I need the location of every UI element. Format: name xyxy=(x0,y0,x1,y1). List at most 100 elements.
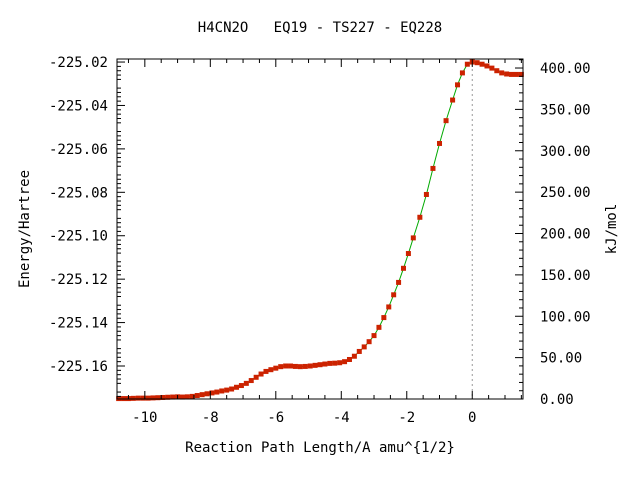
data-point xyxy=(327,360,333,366)
data-point xyxy=(405,251,411,257)
y2-tick-label: 150.00 xyxy=(540,268,591,284)
series-line xyxy=(118,61,522,400)
data-point xyxy=(489,65,495,71)
y-tick-label: -225.10 xyxy=(49,229,108,245)
data-point xyxy=(307,363,313,369)
data-point xyxy=(165,394,171,400)
data-point xyxy=(396,279,402,285)
y2-axis-label: kJ/mol xyxy=(604,204,620,255)
data-point xyxy=(253,374,259,380)
x-tick-label: -10 xyxy=(132,410,157,426)
y-tick-label: -225.06 xyxy=(49,142,108,158)
data-point xyxy=(494,68,500,74)
data-point xyxy=(184,394,190,400)
data-point xyxy=(423,191,429,197)
data-point xyxy=(268,367,274,373)
data-point xyxy=(170,394,176,400)
axis-ticks: -10 -8 -6 -4 -2 0 -225.02 -225.04 -225.06 -225.08… xyxy=(49,55,591,426)
data-point xyxy=(204,391,210,397)
data-point xyxy=(417,214,423,220)
data-point xyxy=(214,389,220,395)
data-point xyxy=(366,339,372,345)
data-point xyxy=(464,61,470,67)
data-point xyxy=(209,390,215,396)
data-point xyxy=(371,333,377,339)
data-point xyxy=(288,363,294,369)
y2-tick-label: 200.00 xyxy=(540,227,591,243)
chart-title: H4CN2O EQ19 - TS227 - EQ228 xyxy=(198,20,442,36)
data-point xyxy=(337,360,343,366)
data-point xyxy=(278,364,284,370)
data-point xyxy=(219,388,225,394)
data-point xyxy=(386,304,392,310)
data-point xyxy=(194,393,200,399)
data-point xyxy=(140,395,146,401)
data-point xyxy=(248,378,254,384)
data-point xyxy=(199,392,205,398)
data-point xyxy=(513,71,519,77)
data-point xyxy=(410,235,416,241)
data-point xyxy=(130,395,136,401)
data-point xyxy=(504,71,510,77)
y-axis-label: Energy/Hartree xyxy=(17,170,33,288)
y-tick-label: -225.16 xyxy=(49,359,108,375)
x-tick-label: -6 xyxy=(267,410,284,426)
plot-area xyxy=(116,59,524,402)
data-point xyxy=(518,71,524,77)
data-point xyxy=(443,118,449,124)
data-point xyxy=(450,97,456,103)
data-point xyxy=(243,380,249,386)
data-point xyxy=(499,70,505,76)
y2-tick-label: 400.00 xyxy=(540,61,591,77)
data-point xyxy=(351,353,357,359)
data-point xyxy=(258,371,264,377)
y-tick-label: -225.12 xyxy=(49,272,108,288)
data-point xyxy=(150,395,156,401)
data-point xyxy=(484,63,490,69)
data-point xyxy=(155,395,161,401)
x-axis-label: Reaction Path Length/A amu^{1/2} xyxy=(185,440,455,456)
data-point xyxy=(238,383,244,389)
data-point xyxy=(312,362,318,368)
y2-tick-label: 300.00 xyxy=(540,144,591,160)
data-point xyxy=(437,140,443,146)
data-point xyxy=(356,348,362,354)
data-point xyxy=(474,60,480,66)
data-point xyxy=(459,70,465,76)
data-point xyxy=(509,71,515,77)
data-point xyxy=(189,393,195,399)
data-point xyxy=(342,359,348,365)
data-point xyxy=(361,344,367,350)
data-point xyxy=(332,360,338,366)
data-point xyxy=(297,364,303,370)
data-point xyxy=(430,165,436,171)
plot-frame xyxy=(116,58,524,400)
y2-tick-label: 50.00 xyxy=(540,351,582,367)
x-tick-label: -2 xyxy=(398,410,415,426)
data-point xyxy=(234,384,240,390)
data-point xyxy=(400,265,406,271)
data-point xyxy=(376,324,382,330)
y-tick-label: -225.04 xyxy=(49,98,108,114)
data-point xyxy=(273,365,279,371)
x-tick-label: -8 xyxy=(202,410,219,426)
data-point xyxy=(283,363,289,369)
y2-tick-label: 100.00 xyxy=(540,309,591,325)
data-point xyxy=(391,292,397,298)
x-tick-label: -4 xyxy=(333,410,350,426)
data-point xyxy=(302,363,308,369)
x-tick-label: 0 xyxy=(468,410,476,426)
data-point xyxy=(346,356,352,362)
data-point xyxy=(381,315,387,321)
data-point xyxy=(455,82,461,88)
data-point xyxy=(479,61,485,67)
data-point xyxy=(179,394,185,400)
data-point xyxy=(229,386,235,392)
data-point xyxy=(317,362,323,368)
data-point xyxy=(224,387,230,393)
data-point xyxy=(145,395,151,401)
data-point xyxy=(292,363,298,369)
data-point xyxy=(160,394,166,400)
